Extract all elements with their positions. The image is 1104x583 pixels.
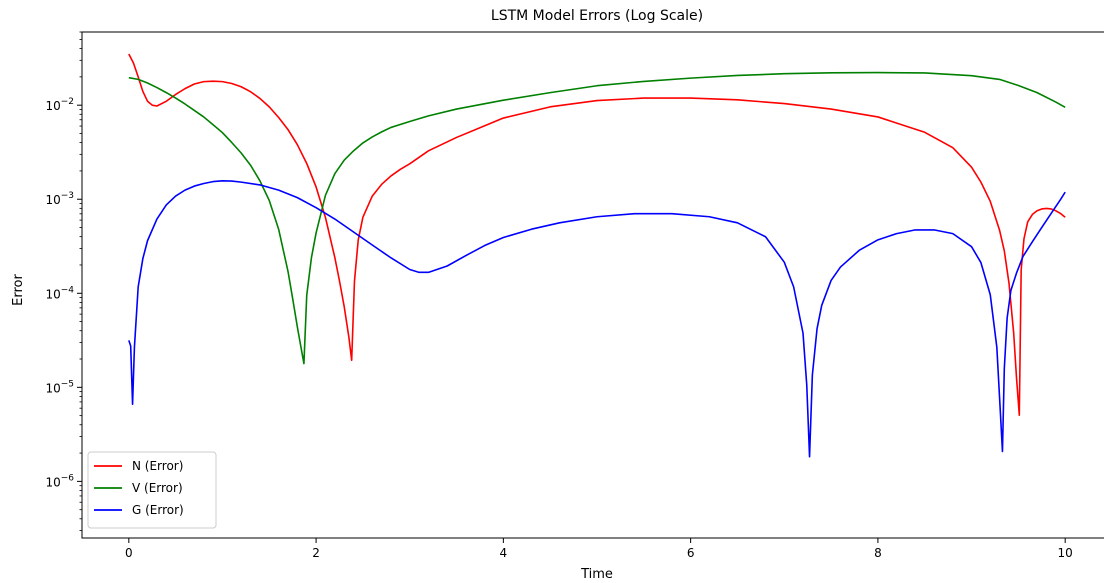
x-axis-label: Time <box>580 567 613 582</box>
y-tick-label: 10−3 <box>45 191 74 207</box>
chart-title: LSTM Model Errors (Log Scale) <box>491 8 703 24</box>
series-line-n <box>128 53 1066 417</box>
series-line-g <box>128 180 1066 458</box>
legend-box <box>87 451 217 529</box>
x-tick-label: 8 <box>874 546 882 560</box>
y-tick-label: 10−6 <box>45 473 74 489</box>
x-axis: 0 2 4 6 8 10 <box>125 538 1073 560</box>
x-tick-label: 0 <box>125 546 133 560</box>
series-line-v <box>128 71 1066 365</box>
plot-frame <box>81 31 1104 539</box>
y-axis: 10−6 10−5 10−4 10−3 10−2 <box>45 31 82 531</box>
y-axis-label: Error <box>11 274 26 306</box>
legend-label: N (Error) <box>132 459 183 473</box>
legend-label: G (Error) <box>132 503 184 517</box>
y-tick-label: 10−2 <box>45 97 74 113</box>
x-tick-label: 10 <box>1058 546 1073 560</box>
x-tick-label: 6 <box>687 546 695 560</box>
x-tick-label: 4 <box>500 546 508 560</box>
x-tick-label: 2 <box>312 546 320 560</box>
legend-label: V (Error) <box>132 481 183 495</box>
plot-area <box>128 53 1066 458</box>
y-tick-label: 10−5 <box>45 379 74 395</box>
y-tick-label: 10−4 <box>45 285 74 301</box>
legend: N (Error) V (Error) G (Error) <box>87 451 217 529</box>
